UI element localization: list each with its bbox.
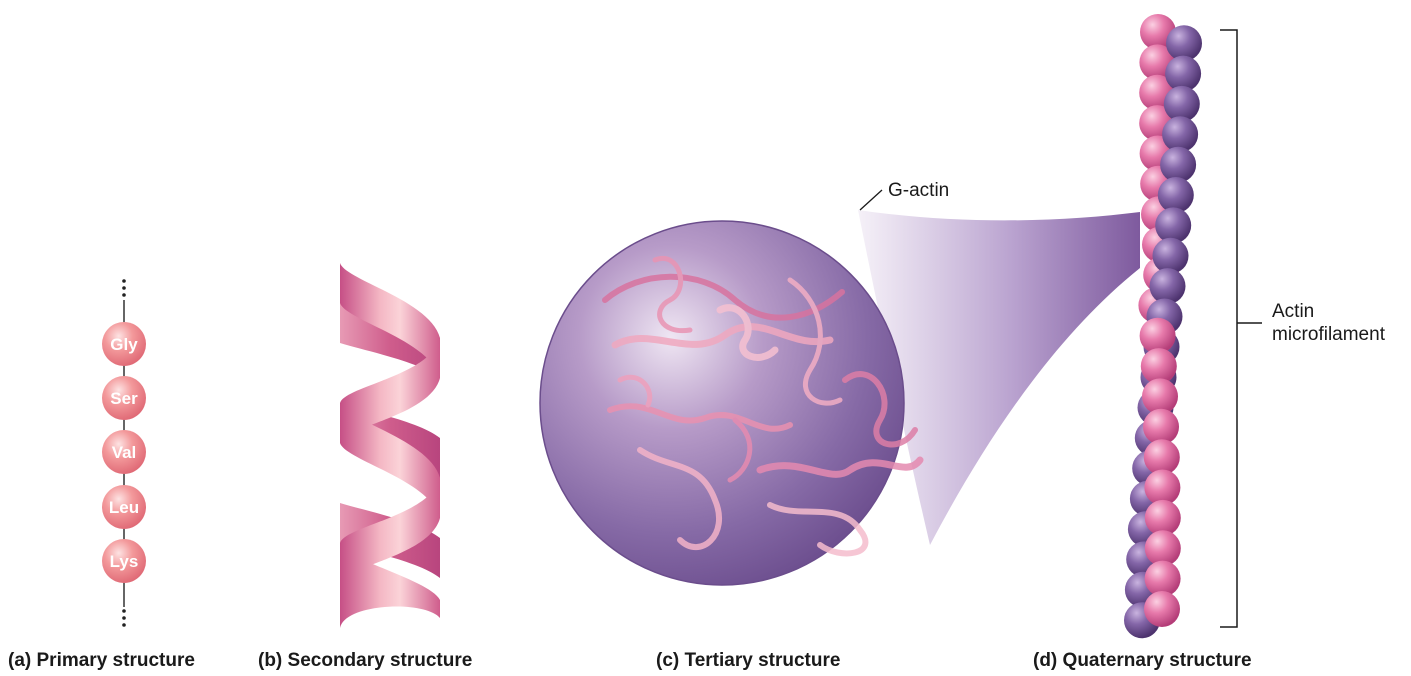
actin-subunit <box>1157 177 1194 213</box>
primary-structure: Gly Ser Val Leu Lys <box>102 279 146 627</box>
caption-quaternary: (d) Quaternary structure <box>1033 650 1252 671</box>
caption-secondary: (b) Secondary structure <box>258 650 472 671</box>
protein-ribbon-fold <box>602 255 924 557</box>
residue-gly: Gly <box>102 322 146 366</box>
helix-front-strand <box>340 478 440 583</box>
top-ellipsis <box>122 279 126 297</box>
tertiary-structure: G-actin <box>539 180 1140 586</box>
residue-label: Leu <box>109 498 139 517</box>
helix-front-strand <box>340 543 440 628</box>
residue-label: Ser <box>110 389 138 408</box>
filament-bracket <box>1220 29 1262 628</box>
residue-leu: Leu <box>102 485 146 529</box>
residue-label: Gly <box>110 335 138 354</box>
actin-subunit <box>1163 85 1200 122</box>
residue-ser: Ser <box>102 376 146 420</box>
actin-subunit <box>1166 25 1202 62</box>
actin-subunit <box>1165 55 1202 92</box>
residue-label: Lys <box>110 552 139 571</box>
helix-front-strand <box>340 338 440 443</box>
g-actin-label: G-actin <box>888 180 949 201</box>
actin-subunit <box>1160 146 1197 183</box>
actin-subunit <box>1162 116 1199 153</box>
actin-subunit <box>1144 591 1180 627</box>
actin-subunit <box>1142 378 1178 415</box>
actin-subunit <box>1144 530 1181 567</box>
residue-val: Val <box>102 430 146 474</box>
g-actin-globe <box>539 220 905 586</box>
caption-tertiary: (c) Tertiary structure <box>656 650 840 671</box>
g-actin-leader-line <box>859 189 883 211</box>
residue-lys: Lys <box>102 539 146 583</box>
quaternary-structure: Actin microfilament <box>1124 14 1386 639</box>
residue-label: Val <box>112 443 137 462</box>
zoom-beam <box>858 210 1140 545</box>
actin-subunit <box>1143 439 1180 476</box>
actin-subunit <box>1149 268 1186 305</box>
actin-subunit <box>1144 499 1181 536</box>
helix-front-strand <box>340 263 440 378</box>
actin-subunit <box>1155 207 1192 244</box>
bottom-ellipsis <box>122 609 126 627</box>
actin-subunit <box>1139 317 1176 354</box>
caption-primary: (a) Primary structure <box>8 650 195 671</box>
actin-filament <box>1124 14 1202 639</box>
actin-label-line1: Actin <box>1272 301 1314 322</box>
actin-label-line2: microfilament <box>1272 324 1386 345</box>
helix-back-strand <box>340 303 440 378</box>
actin-subunit <box>1144 469 1181 506</box>
actin-subunit <box>1140 348 1177 385</box>
helix-front-strand <box>340 403 440 518</box>
actin-subunit <box>1144 560 1181 597</box>
secondary-structure-helix <box>340 263 440 628</box>
actin-subunit <box>1143 408 1179 445</box>
actin-subunit <box>1152 237 1189 274</box>
